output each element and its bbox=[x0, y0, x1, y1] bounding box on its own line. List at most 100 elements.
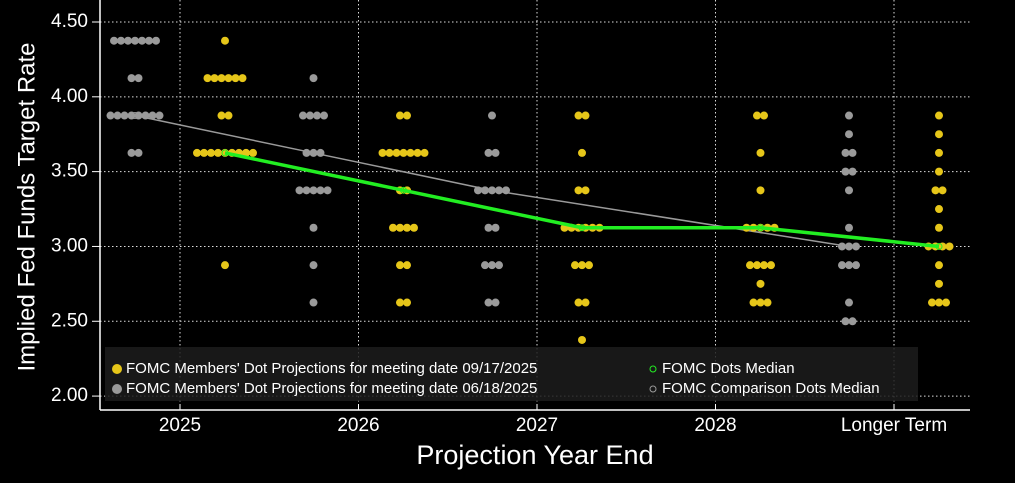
dot bbox=[935, 167, 943, 176]
legend-marker bbox=[649, 385, 657, 393]
dot bbox=[845, 130, 853, 139]
dot bbox=[134, 74, 143, 83]
dot bbox=[578, 335, 586, 344]
dot bbox=[488, 111, 496, 120]
dot bbox=[413, 148, 422, 157]
dot bbox=[117, 36, 125, 45]
x-axis-label: Projection Year End bbox=[416, 440, 653, 470]
dot bbox=[309, 186, 318, 195]
dot bbox=[585, 261, 593, 270]
dot bbox=[845, 261, 853, 270]
dot bbox=[581, 298, 590, 307]
dot bbox=[581, 186, 590, 195]
y-axis-label: Implied Fed Funds Target Rate bbox=[13, 42, 40, 371]
dot bbox=[316, 148, 325, 157]
dot bbox=[756, 279, 765, 288]
x-tick-label: 2027 bbox=[516, 415, 558, 436]
dot bbox=[410, 223, 418, 232]
dot bbox=[396, 261, 404, 270]
median-line bbox=[224, 151, 940, 249]
dot bbox=[848, 167, 857, 176]
dot bbox=[852, 261, 860, 270]
dot bbox=[756, 148, 765, 157]
y-tick-label: 2.50 bbox=[51, 310, 88, 331]
dot bbox=[309, 223, 318, 232]
dot bbox=[313, 111, 321, 120]
dot bbox=[403, 223, 411, 232]
y-tick-label: 3.50 bbox=[51, 161, 88, 182]
dot bbox=[221, 261, 229, 270]
dot bbox=[848, 317, 857, 326]
dot bbox=[403, 111, 411, 120]
dot bbox=[938, 186, 947, 195]
dot bbox=[760, 111, 768, 120]
legend-marker bbox=[649, 365, 657, 373]
dot bbox=[155, 111, 164, 120]
legend-box bbox=[105, 347, 918, 401]
dot bbox=[193, 148, 201, 157]
dot bbox=[396, 111, 404, 120]
x-tick-label: 2025 bbox=[159, 415, 201, 436]
dot bbox=[231, 74, 240, 83]
dot bbox=[295, 186, 304, 195]
dot bbox=[753, 261, 761, 270]
dot bbox=[320, 111, 328, 120]
dot bbox=[217, 111, 226, 120]
dot bbox=[145, 36, 153, 45]
dot bbox=[200, 148, 208, 157]
dot bbox=[763, 298, 772, 307]
median-marker bbox=[757, 224, 764, 232]
dot bbox=[574, 111, 583, 120]
dot bbox=[389, 223, 397, 232]
median-marker bbox=[131, 112, 139, 120]
dot bbox=[841, 167, 850, 176]
y-tick-label: 4.00 bbox=[51, 86, 88, 107]
dot bbox=[396, 223, 404, 232]
y-tick-label: 3.00 bbox=[51, 235, 88, 256]
dot bbox=[138, 36, 146, 45]
dot bbox=[110, 36, 118, 45]
dot bbox=[502, 186, 510, 195]
dot bbox=[571, 261, 579, 270]
dot bbox=[378, 148, 387, 157]
dot bbox=[403, 261, 411, 270]
dot bbox=[578, 261, 586, 270]
legend-marker bbox=[112, 364, 122, 374]
dot bbox=[484, 298, 493, 307]
dot bbox=[127, 74, 136, 83]
dot bbox=[756, 298, 765, 307]
dot bbox=[935, 298, 943, 307]
dot bbox=[756, 186, 765, 195]
dot bbox=[942, 298, 950, 307]
median-marker bbox=[935, 242, 943, 250]
median-line bbox=[134, 114, 850, 248]
dot bbox=[495, 186, 503, 195]
dot bbox=[491, 148, 500, 157]
dot bbox=[224, 74, 233, 83]
dot bbox=[935, 261, 943, 270]
legend: FOMC Members' Dot Projections for meetin… bbox=[112, 360, 880, 397]
dot bbox=[399, 148, 408, 157]
dot bbox=[845, 223, 853, 232]
marks bbox=[106, 36, 954, 344]
dot bbox=[749, 298, 758, 307]
dot bbox=[845, 186, 853, 195]
grid bbox=[100, 0, 970, 410]
dot bbox=[935, 111, 943, 120]
dot bbox=[403, 298, 411, 307]
dot bbox=[124, 36, 132, 45]
dot bbox=[207, 148, 215, 157]
y-tick-label: 4.50 bbox=[51, 11, 88, 32]
median-marker bbox=[400, 186, 407, 194]
legend-marker bbox=[112, 384, 122, 394]
median-marker bbox=[578, 224, 586, 232]
dot bbox=[767, 261, 775, 270]
dot bbox=[935, 205, 943, 214]
dot bbox=[753, 111, 761, 120]
dot bbox=[928, 298, 936, 307]
dot bbox=[495, 261, 503, 270]
dot bbox=[491, 298, 500, 307]
dot bbox=[134, 148, 143, 157]
x-tick-label: 2026 bbox=[337, 415, 379, 436]
